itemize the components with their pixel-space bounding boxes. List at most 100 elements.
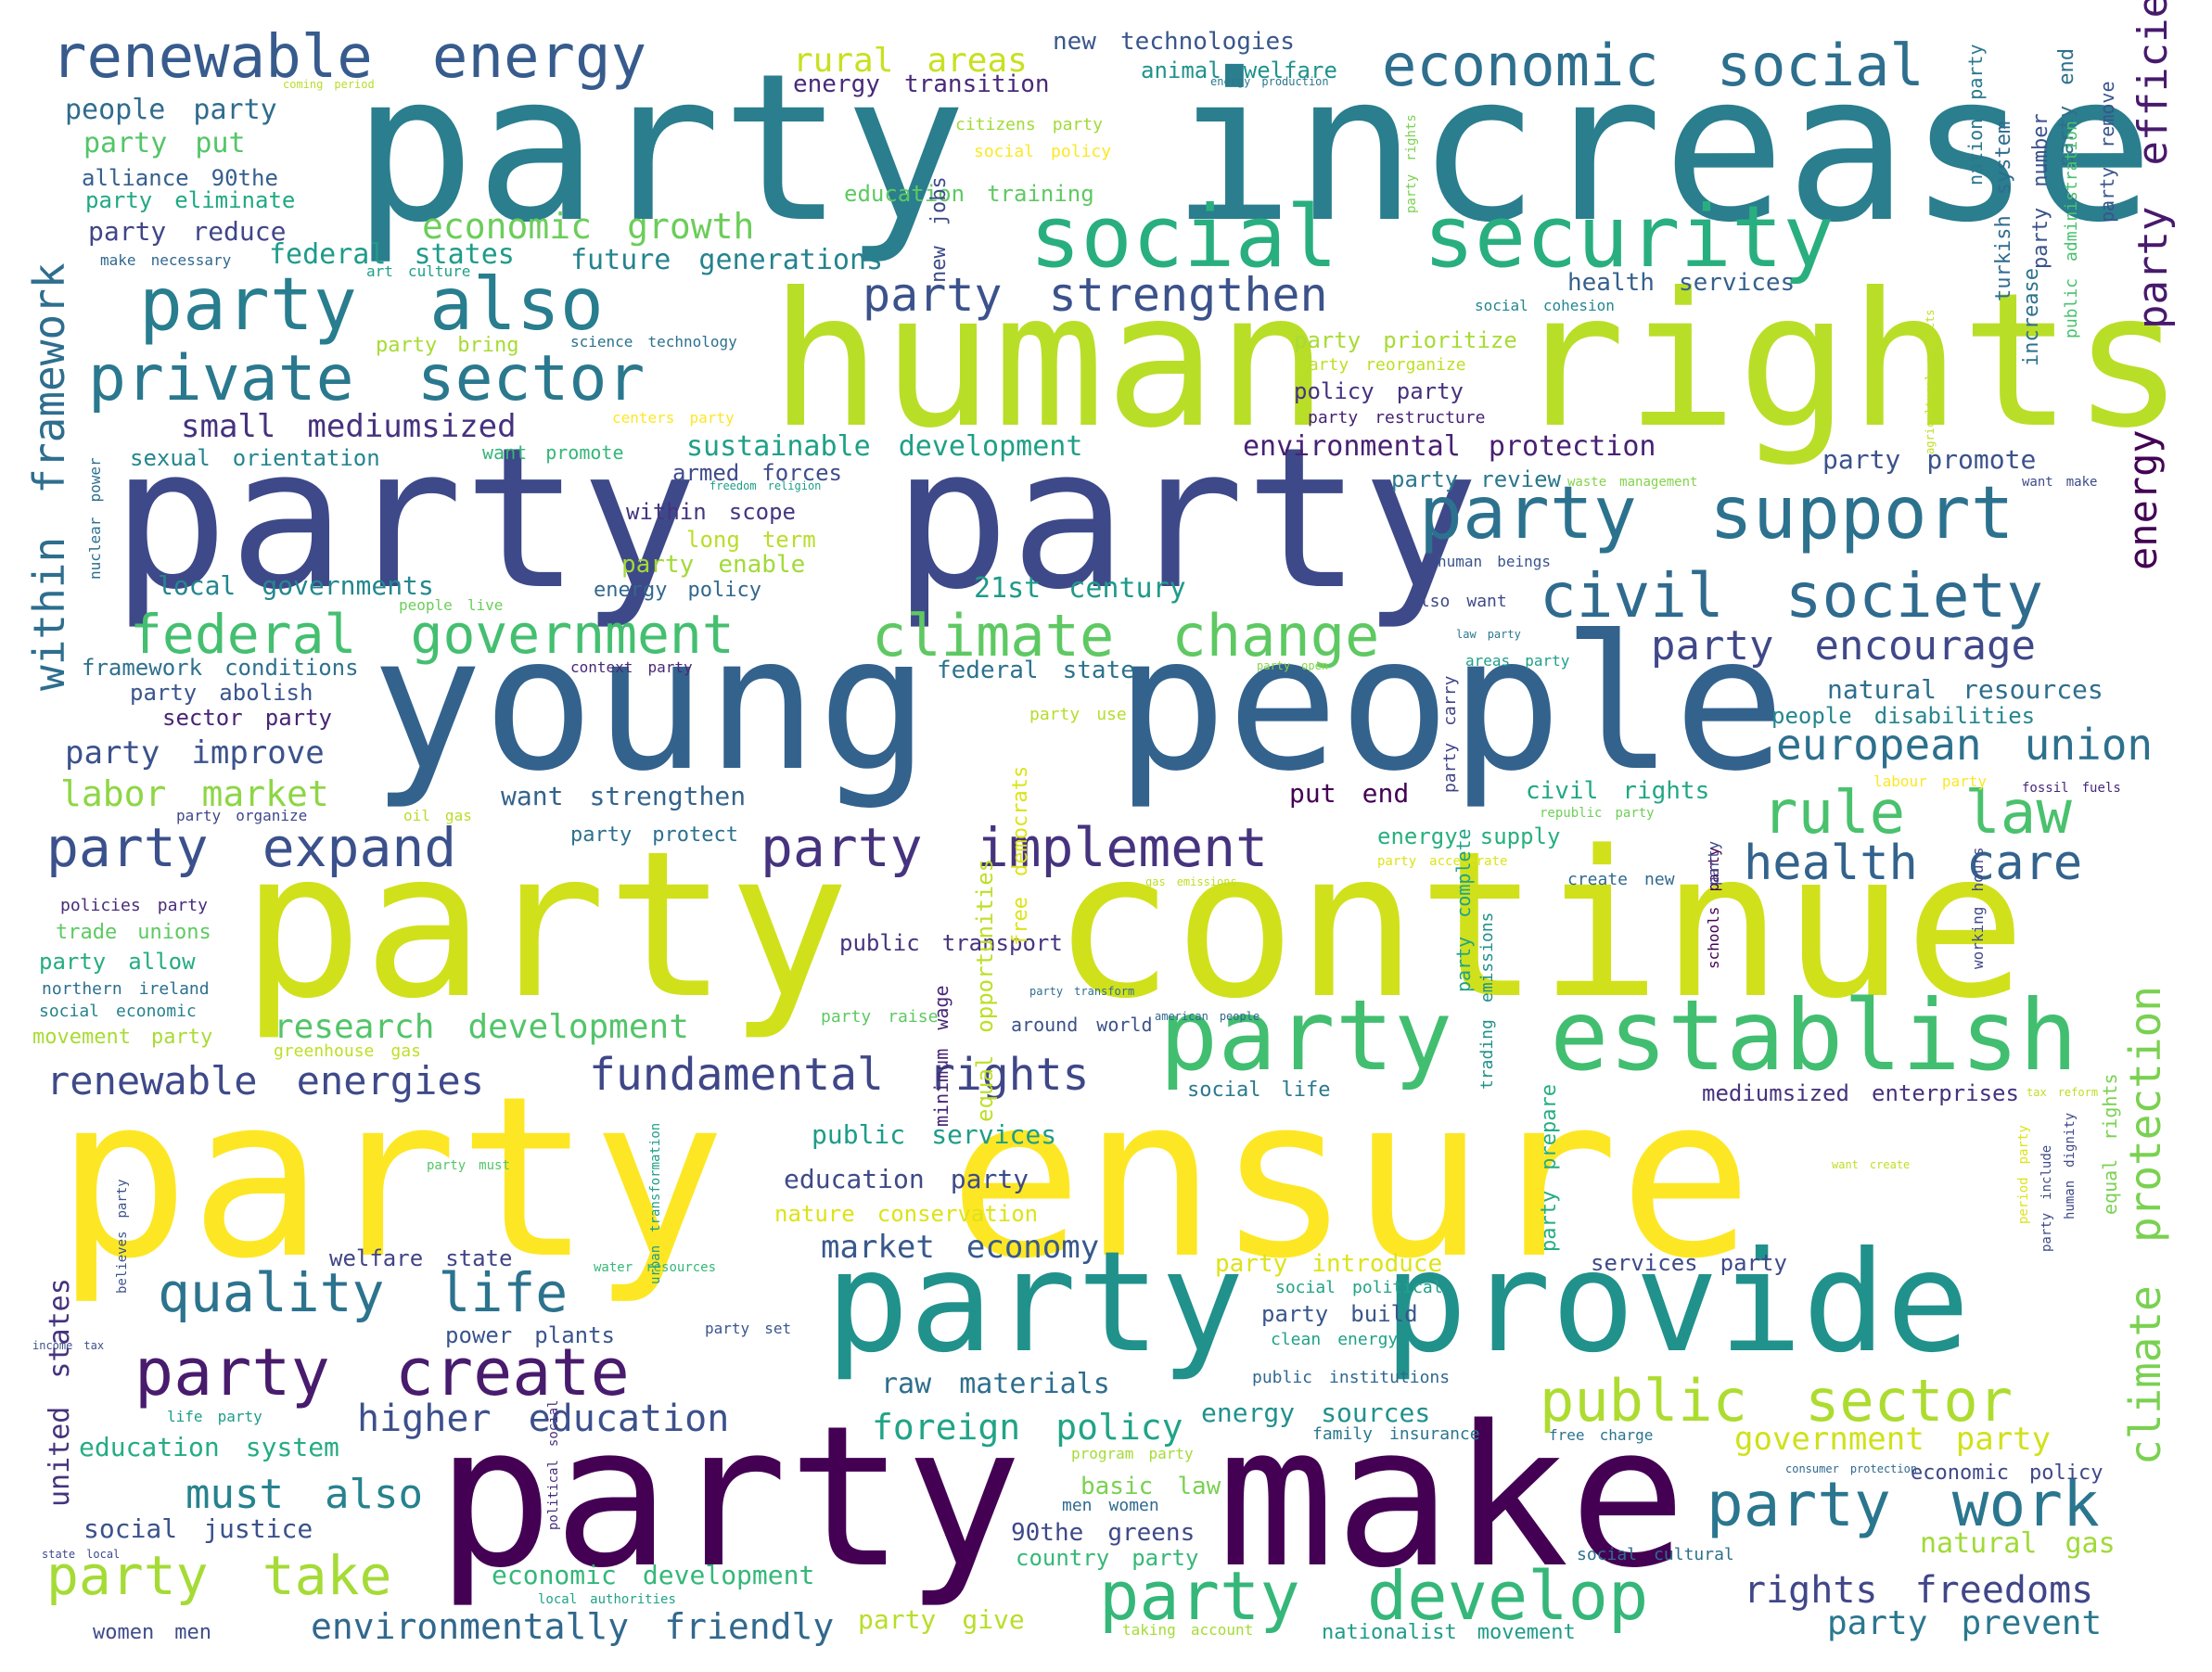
- word: economic social: [1382, 32, 1924, 99]
- word: future generations: [570, 244, 884, 276]
- word: new technologies: [1053, 28, 1295, 56]
- word: sustainable development: [686, 430, 1083, 463]
- word: coming period: [283, 78, 375, 91]
- word: within scope: [626, 499, 796, 525]
- word: welfare state: [329, 1245, 513, 1271]
- word: party transform: [1029, 985, 1135, 998]
- word: science technology: [570, 333, 737, 351]
- word: fossil fuels: [2022, 781, 2121, 796]
- word: energy transition: [793, 70, 1050, 98]
- word: alliance 90the: [82, 165, 278, 191]
- word: public institutions: [1252, 1368, 1451, 1387]
- word: water resources: [594, 1260, 717, 1275]
- word: new jobs: [927, 176, 951, 283]
- word: animal welfare: [1141, 57, 1337, 83]
- word: state local: [42, 1548, 121, 1561]
- word: basic law: [1080, 1473, 1221, 1500]
- word: framework conditions: [82, 655, 359, 681]
- word: clean energy: [1271, 1330, 1399, 1349]
- word: party restructure: [1308, 408, 1486, 428]
- word: party work: [1707, 1469, 2100, 1540]
- word: nationalist movement: [1322, 1621, 1576, 1644]
- word: northern ireland: [42, 979, 210, 999]
- word: party take: [46, 1544, 392, 1607]
- word: citizens party: [955, 115, 1103, 134]
- word: minimum wage: [930, 985, 953, 1128]
- word: climate change: [872, 602, 1380, 670]
- word: party increase: [352, 30, 2154, 267]
- word: rights freedoms: [1744, 1569, 2094, 1612]
- word: party bring: [376, 334, 519, 357]
- word: renewable energy: [51, 23, 647, 92]
- word: social cohesion: [1475, 297, 1615, 314]
- word: men women: [1062, 1496, 1159, 1515]
- word: social security: [1029, 187, 1835, 287]
- word: oil gas: [403, 807, 472, 824]
- word: want promote: [482, 441, 624, 464]
- word: sexual orientation: [130, 445, 380, 471]
- word: turkish system: [1992, 121, 2015, 301]
- word: nature conservation: [774, 1201, 1039, 1227]
- word: higher education: [357, 1398, 730, 1440]
- word: social political: [1275, 1278, 1443, 1297]
- word: public transport: [839, 930, 1063, 956]
- word: european union: [1776, 720, 2154, 770]
- word: party must: [427, 1158, 510, 1173]
- word: trade unions: [56, 921, 211, 944]
- word: party efficiency: [2129, 0, 2177, 329]
- word: party reorganize: [1298, 355, 1466, 375]
- word: around world: [1011, 1014, 1153, 1036]
- word: human beings: [1438, 553, 1551, 570]
- word: party improve: [65, 734, 325, 772]
- word: foreign policy: [872, 1407, 1183, 1448]
- word: party number: [2029, 113, 2052, 269]
- word: party party: [111, 405, 1479, 632]
- word: working hours: [1969, 847, 1987, 969]
- word: party create: [134, 1334, 630, 1410]
- word: local governments: [158, 570, 434, 601]
- word: family insurance: [1312, 1424, 1480, 1444]
- word: fundamental rights: [589, 1049, 1090, 1101]
- word: quality life: [158, 1261, 569, 1324]
- word: 90the greens: [1011, 1519, 1196, 1547]
- word: party raise: [821, 1007, 939, 1027]
- word: human dignity: [2063, 1112, 2078, 1219]
- word: believes party: [115, 1179, 130, 1294]
- word: health services: [1567, 269, 1796, 297]
- word: agricultural products: [1924, 309, 1937, 454]
- word: public sector: [1540, 1367, 2014, 1435]
- word: party strengthen: [863, 268, 1328, 322]
- word: party introduce: [1215, 1250, 1443, 1278]
- word: raw materials: [881, 1368, 1110, 1400]
- word: party prioritize: [1294, 327, 1517, 353]
- word: people disabilities: [1771, 703, 2036, 729]
- word: social justice: [83, 1513, 313, 1544]
- word: centers party: [612, 409, 735, 427]
- word: young people: [371, 596, 1785, 812]
- word: areas party: [1465, 652, 1570, 670]
- word: mediumsized enterprises: [1702, 1080, 2019, 1106]
- word: research development: [274, 1008, 689, 1046]
- word: labor market: [60, 773, 329, 814]
- word: life party: [167, 1408, 262, 1425]
- word: women men: [93, 1621, 212, 1644]
- word: party promote: [1822, 444, 2037, 475]
- word: party complete: [1452, 828, 1475, 992]
- word: armed forces: [672, 460, 842, 486]
- word: civil society: [1540, 560, 2043, 632]
- word: natural resources: [1827, 674, 2103, 705]
- word: american people: [1155, 1010, 1260, 1023]
- word: environmental protection: [1243, 430, 1656, 463]
- word: party open: [1257, 659, 1329, 672]
- word: human rights: [770, 253, 2184, 469]
- word: party provide: [825, 1222, 1970, 1384]
- word: party eliminate: [85, 187, 296, 213]
- word: equal opportunities: [972, 858, 998, 1122]
- word: party include: [2039, 1144, 2054, 1252]
- word: republic party: [1540, 806, 1655, 821]
- word: market economy: [821, 1229, 1100, 1266]
- word: party allow: [39, 949, 196, 975]
- word: 21st century: [974, 572, 1186, 605]
- word: party give: [858, 1604, 1025, 1635]
- word: nuclear power: [86, 457, 104, 580]
